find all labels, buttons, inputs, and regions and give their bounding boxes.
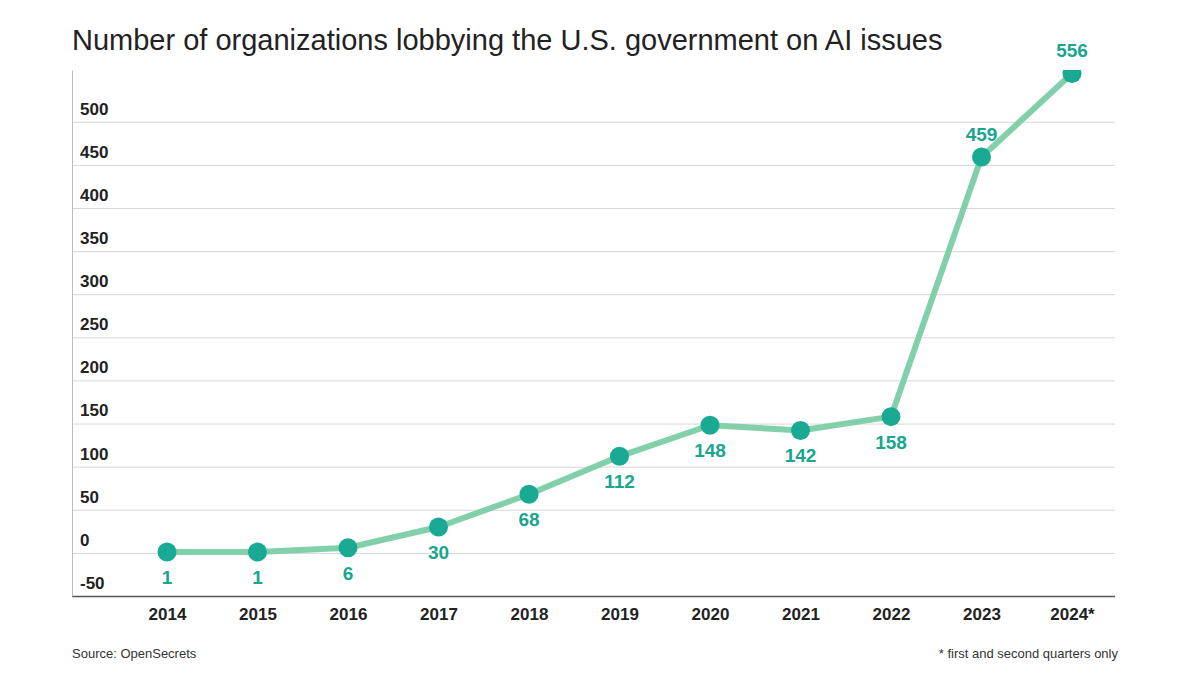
x-tick-label: 2024* xyxy=(1050,605,1095,624)
x-tick: 2020 xyxy=(692,596,730,624)
data-label: 158 xyxy=(875,432,907,453)
y-tick-label: 450 xyxy=(80,143,108,162)
marker xyxy=(158,543,177,562)
y-tick-label: 50 xyxy=(80,488,99,507)
x-axis: 2014 2015 2016 2017 2018 2019 2020 2021 2022 2023… xyxy=(149,596,1096,624)
y-tick: -50 xyxy=(72,574,105,597)
grid-tick xyxy=(72,165,1115,166)
y-tick-label: 250 xyxy=(80,315,108,334)
marker xyxy=(1063,70,1082,83)
x-tick-label: 2023 xyxy=(963,605,1001,624)
y-axis: -50 0 50 100 150 200 250 300 350 400 450 500 xyxy=(72,71,108,597)
grid-line xyxy=(72,380,1115,381)
y-tick-label: 100 xyxy=(80,445,108,464)
grid-tick xyxy=(72,380,1115,381)
x-tick: 2019 xyxy=(601,596,639,624)
x-tick-label: 2015 xyxy=(239,605,277,624)
grid-line xyxy=(72,424,1115,425)
y-tick: 200 xyxy=(72,358,108,381)
y-tick-label: 300 xyxy=(80,272,108,291)
marker xyxy=(701,416,720,435)
chart: Number of organizations lobbying the U.S… xyxy=(0,0,1200,676)
data-label: 142 xyxy=(785,445,817,466)
y-tick-label: 200 xyxy=(80,358,108,377)
x-tick: 2014 xyxy=(149,596,187,624)
grid-line xyxy=(72,337,1115,338)
line xyxy=(167,73,1072,552)
grid-tick xyxy=(72,122,1115,123)
data-label: 1 xyxy=(162,567,173,588)
marker xyxy=(882,407,901,426)
grid-tick xyxy=(72,294,1115,295)
y-tick-label: 350 xyxy=(80,229,108,248)
x-tick: 2023 xyxy=(963,596,1001,624)
y-tick-label: 150 xyxy=(80,401,108,420)
marker xyxy=(972,148,991,167)
grid-tick xyxy=(72,510,1115,511)
marker xyxy=(339,538,358,557)
x-tick-label: 2016 xyxy=(330,605,368,624)
marker xyxy=(610,447,629,466)
data-label: 459 xyxy=(966,124,998,145)
x-tick-label: 2021 xyxy=(782,605,820,624)
grid-line xyxy=(72,294,1115,295)
grid-line xyxy=(72,165,1115,166)
x-tick: 2016 xyxy=(330,596,368,624)
x-tick-label: 2014 xyxy=(149,605,187,624)
x-tick-label: 2022 xyxy=(873,605,911,624)
y-tick: 50 xyxy=(72,488,99,511)
marker xyxy=(248,543,267,562)
source: Source: OpenSecrets xyxy=(72,646,197,661)
grid-line xyxy=(72,596,1115,598)
x-tick-label: 2017 xyxy=(420,605,458,624)
y-tick: 450 xyxy=(72,143,108,166)
grid-tick xyxy=(72,424,1115,425)
x-tick: 2015 xyxy=(239,596,277,624)
x-tick: 2022 xyxy=(873,596,911,624)
y-axis-line xyxy=(72,71,73,597)
data-label: 556 xyxy=(1056,40,1088,61)
data-label: 1 xyxy=(252,567,263,588)
x-tick: 2017 xyxy=(420,596,458,624)
x-tick: 2018 xyxy=(511,596,549,624)
y-tick-label: 0 xyxy=(80,531,89,550)
data-label: 112 xyxy=(604,471,635,492)
y-tick-label: 400 xyxy=(80,186,108,205)
y-tick: 100 xyxy=(72,445,108,468)
marker xyxy=(429,518,448,537)
y-tick: 0 xyxy=(72,531,89,554)
data-label: 30 xyxy=(428,542,449,563)
data-label: 148 xyxy=(694,440,726,461)
footnote: * first and second quarters only xyxy=(939,646,1119,661)
grid-line xyxy=(72,251,1115,252)
plot-area xyxy=(158,70,1082,562)
y-tick-label: 500 xyxy=(80,100,108,119)
x-tick: 2021 xyxy=(782,596,820,624)
x-tick-label: 2020 xyxy=(692,605,730,624)
y-tick: 150 xyxy=(72,401,108,424)
x-tick-label: 2018 xyxy=(511,605,549,624)
marker xyxy=(791,421,810,440)
y-tick-label: -50 xyxy=(80,574,105,593)
data-label: 6 xyxy=(343,563,354,584)
grid-line xyxy=(72,510,1115,511)
data-labels: 1 1 6 30 68 112 148 142 158 459 556 xyxy=(162,40,1088,588)
grid xyxy=(72,122,1115,596)
x-tick-label: 2019 xyxy=(601,605,639,624)
grid-line xyxy=(72,122,1115,123)
grid-tick xyxy=(72,251,1115,252)
y-tick: 350 xyxy=(72,229,108,252)
grid-tick xyxy=(72,208,1115,209)
y-tick: 500 xyxy=(72,100,108,123)
y-tick: 300 xyxy=(72,272,108,295)
grid-line xyxy=(72,208,1115,209)
data-label: 68 xyxy=(518,509,539,530)
title: Number of organizations lobbying the U.S… xyxy=(72,24,942,56)
y-tick: 250 xyxy=(72,315,108,338)
x-tick: 2024* xyxy=(1050,596,1095,624)
marker xyxy=(520,485,539,504)
grid-tick xyxy=(72,337,1115,338)
y-tick: 400 xyxy=(72,186,108,209)
grid-tick xyxy=(72,596,1115,597)
